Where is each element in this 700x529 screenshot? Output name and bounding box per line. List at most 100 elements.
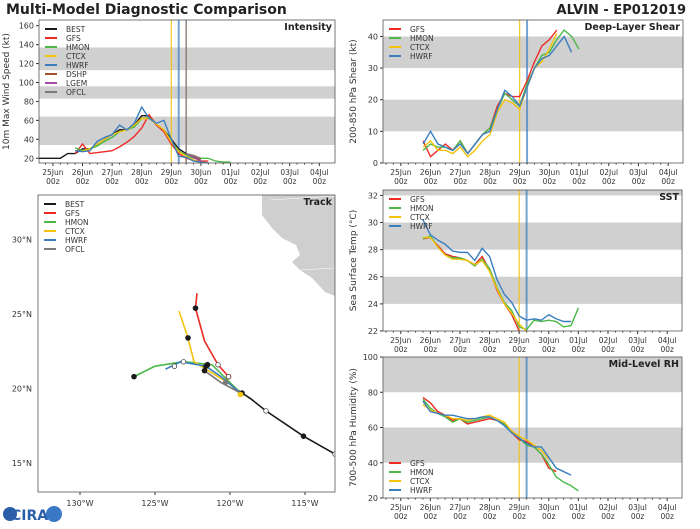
x-tick-sublabel: 00z <box>283 177 297 186</box>
track-marker-ctcx <box>185 335 191 341</box>
x-tick-sublabel: 00z <box>424 177 438 186</box>
x-tick-label: 01Jul <box>569 503 588 512</box>
x-tick-sublabel: 00z <box>543 177 557 186</box>
legend-label: OFCL <box>65 245 85 254</box>
x-tick-sublabel: 00z <box>660 345 674 354</box>
y-tick-label: 60 <box>24 116 34 125</box>
x-tick-sublabel: 00z <box>602 177 616 186</box>
track-marker-ofcl <box>222 379 229 386</box>
legend-label: CTCX <box>410 213 430 222</box>
x-tick-sublabel: 00z <box>453 345 467 354</box>
series-line-ctcx <box>422 236 528 331</box>
legend-label: OFCL <box>66 88 86 97</box>
shaded-band <box>383 36 683 69</box>
x-tick-label: 03Jul <box>628 503 647 512</box>
panel-title: Mid-Level RH <box>609 359 679 370</box>
y-tick-label: 40 <box>368 32 378 41</box>
y-tick-label: 0 <box>373 159 378 168</box>
track-marker-gfs <box>192 305 199 311</box>
track-line-best <box>232 386 335 455</box>
legend-label: HWRF <box>66 61 89 70</box>
x-tick-sublabel: 00z <box>105 177 119 186</box>
legend-label: GFS <box>66 34 81 43</box>
x-tick-sublabel: 00z <box>394 345 408 354</box>
track-line-hmon <box>133 360 242 394</box>
x-tick-label: 30Jun <box>538 503 560 512</box>
x-tick-label: 03Jul <box>628 336 647 345</box>
plot-area-sst <box>383 190 682 331</box>
x-tick-sublabel: 00z <box>313 177 327 186</box>
x-tick-label: 25Jun <box>390 336 412 345</box>
cira-logo: CIRA <box>3 506 62 524</box>
x-tick-sublabel: 00z <box>194 177 208 186</box>
x-tick-sublabel: 00z <box>453 512 467 521</box>
x-tick-label: 25Jun <box>390 168 412 177</box>
x-tick-label: 29Jun <box>509 336 531 345</box>
x-tick-sublabel: 00z <box>483 345 497 354</box>
land-baja-california <box>300 206 330 250</box>
x-tick-label: 29Jun <box>509 168 531 177</box>
track-line-ofcl <box>204 370 241 394</box>
y-tick-label: 40 <box>24 135 34 144</box>
y-tick-label: 22 <box>368 327 378 336</box>
y-axis-label: 200-850 hPa Shear (kt) <box>349 39 359 143</box>
x-tick-sublabel: 00z <box>601 512 615 521</box>
legend-label: CTCX <box>410 43 430 52</box>
y-tick-label: 25°N <box>12 310 32 319</box>
legend-label: CTCX <box>66 52 86 61</box>
panel-rh: 25Jun00z26Jun00z27Jun00z28Jun00z29Jun00z… <box>349 353 683 521</box>
x-tick-label: 02Jul <box>599 503 618 512</box>
x-tick-sublabel: 00z <box>165 177 179 186</box>
x-tick-sublabel: 00z <box>572 512 586 521</box>
border-line <box>269 195 335 201</box>
shaded-band <box>383 99 683 132</box>
plot-frame <box>382 19 684 164</box>
series-line-hwrf <box>422 35 573 155</box>
x-tick-label: 130°W <box>66 499 93 508</box>
x-tick-label: 26Jun <box>72 168 94 177</box>
y-tick-label: 40 <box>368 459 378 468</box>
x-tick-label: 28Jun <box>479 336 501 345</box>
y-tick-label: 100 <box>19 79 34 88</box>
x-tick-label: 29Jun <box>509 503 531 512</box>
panel-title: Intensity <box>284 22 332 33</box>
x-tick-sublabel: 00z <box>631 345 645 354</box>
panel-intensity: 25Jun00z26Jun00z27Jun00z28Jun00z29Jun00z… <box>2 19 336 186</box>
x-tick-label: 01Jul <box>570 168 589 177</box>
legend-label: HMON <box>65 218 89 227</box>
plot-frame <box>382 356 683 499</box>
x-tick-label: 27Jun <box>449 503 471 512</box>
x-tick-sublabel: 00z <box>253 177 267 186</box>
series-line-ctcx <box>82 117 202 163</box>
track-marker-ofcl <box>204 361 211 368</box>
track-marker-hwrf <box>225 373 232 380</box>
y-tick-label: 28 <box>368 246 378 255</box>
series-line-hwrf <box>75 105 209 163</box>
legend-label: HWRF <box>410 486 433 495</box>
legend-label: CTCX <box>65 227 85 236</box>
x-tick-label: 30Jun <box>190 168 212 177</box>
legend-label: BEST <box>66 25 86 34</box>
y-tick-label: 30°N <box>12 236 32 245</box>
track-marker-best <box>300 433 307 439</box>
y-tick-label: 30 <box>368 219 378 228</box>
track-marker-ctcx <box>237 391 244 398</box>
series-line-hwrf <box>422 219 571 323</box>
figure-title: Multi-Model Diagnostic Comparison <box>6 2 287 18</box>
track-marker-best <box>263 408 269 414</box>
series-line-ofcl <box>185 152 202 159</box>
x-tick-sublabel: 00z <box>394 177 408 186</box>
x-tick-label: 03Jul <box>280 168 299 177</box>
y-axis-label: 700-500 hPa Humidity (%) <box>349 368 359 487</box>
panel-title: SST <box>659 192 679 203</box>
y-tick-label: 20 <box>368 96 378 105</box>
plot-frame <box>382 189 683 332</box>
legend-label: HWRF <box>65 236 88 245</box>
y-tick-label: 120 <box>19 60 34 69</box>
x-tick-label: 26Jun <box>420 168 442 177</box>
shaded-band <box>383 190 682 196</box>
panel-title: Track <box>304 197 333 208</box>
legend-label: HMON <box>410 204 434 213</box>
x-tick-label: 29Jun <box>161 168 183 177</box>
y-axis-label: Sea Surface Temp (°C) <box>349 210 359 311</box>
